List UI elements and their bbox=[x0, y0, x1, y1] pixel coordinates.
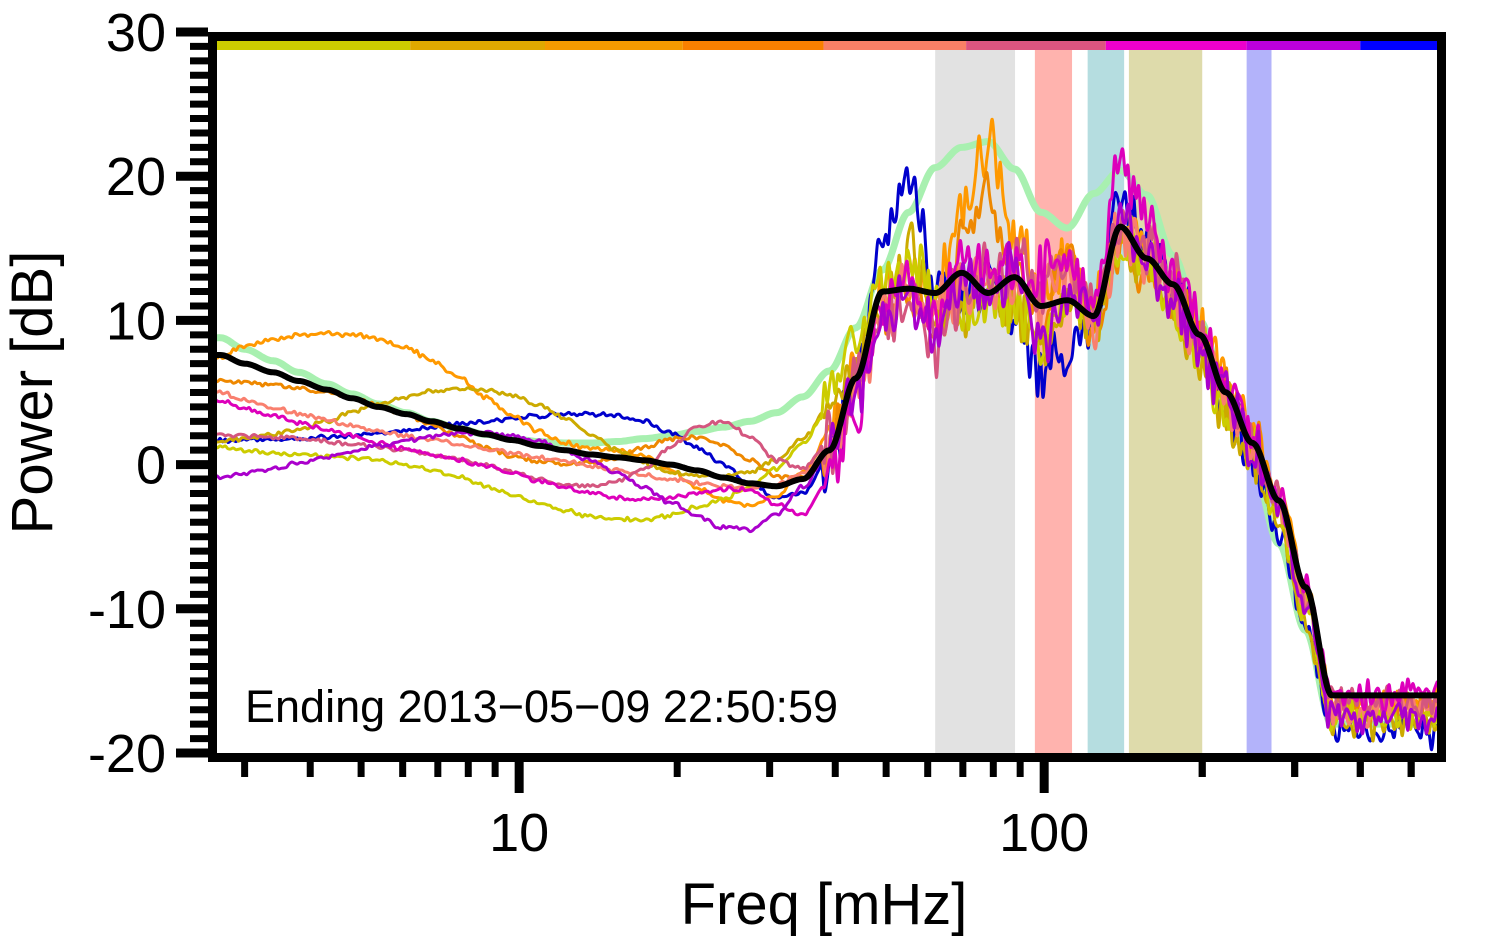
x-tick-label-10: 10 bbox=[489, 803, 549, 863]
y-tick-label-10: 10 bbox=[106, 291, 166, 351]
series-line-series-magenta bbox=[212, 147, 1437, 714]
ending-timestamp-annotation: Ending 2013−05−09 22:50:59 bbox=[245, 681, 838, 732]
y-axis-label: Power [dB] bbox=[0, 251, 65, 535]
axis-ticks bbox=[176, 27, 1415, 793]
band-salmon bbox=[1034, 50, 1073, 753]
y-tick-label-0: 0 bbox=[136, 436, 166, 496]
axis-spine-top bbox=[208, 32, 1441, 41]
axis-spine-bottom bbox=[208, 753, 1441, 762]
x-axis-label: Freq [mHz] bbox=[681, 872, 968, 937]
series-line-series-gold-1 bbox=[212, 221, 1437, 743]
series-group bbox=[212, 117, 1437, 752]
axis-spine-left bbox=[208, 32, 217, 753]
axis-spine-right bbox=[1437, 32, 1446, 762]
y-tick-label-30: 30 bbox=[106, 3, 166, 63]
axes-frame bbox=[208, 32, 1446, 762]
band-khaki bbox=[1128, 50, 1203, 753]
band-periwinkle bbox=[1246, 50, 1272, 753]
y-tick-label-20: 20 bbox=[106, 147, 166, 207]
series-line-mean bbox=[212, 223, 1437, 699]
band-lightblue bbox=[1087, 50, 1125, 753]
y-tick-label--10: -10 bbox=[88, 580, 166, 640]
x-tick-label-100: 100 bbox=[999, 803, 1089, 863]
y-tick-label--20: -20 bbox=[88, 724, 166, 784]
axis-tick-labels: -20 -10 0 10 20 30 10 100 bbox=[88, 3, 1089, 863]
